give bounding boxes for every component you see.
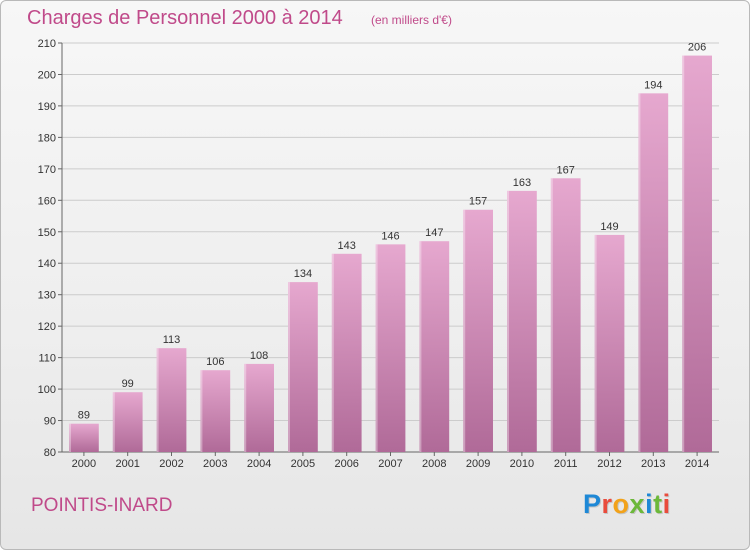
bar-highlight [463, 209, 466, 452]
y-tick-label: 190 [38, 101, 56, 113]
value-label: 113 [163, 334, 181, 346]
x-tick-label: 2011 [554, 458, 578, 470]
x-tick-label: 2010 [510, 458, 534, 470]
bar-2013 [638, 93, 669, 452]
value-label: 134 [294, 268, 312, 280]
bar-2014 [682, 55, 712, 452]
y-tick-label: 130 [38, 290, 56, 302]
commune-name: POINTIS-INARD [31, 495, 173, 516]
value-label: 149 [600, 221, 618, 233]
bar-highlight [112, 392, 115, 452]
x-tick-label: 2006 [334, 458, 358, 470]
bar-2009 [463, 209, 493, 452]
bar-2007 [375, 244, 406, 452]
value-label: 89 [78, 410, 90, 422]
y-tick-label: 200 [38, 69, 56, 81]
x-tick-label: 2001 [115, 458, 139, 470]
bars [69, 55, 712, 453]
proxiti-logo[interactable]: Proxiti [583, 489, 671, 520]
bar-2000 [69, 423, 99, 452]
logo-letter: P [583, 489, 602, 519]
value-label: 167 [557, 164, 575, 176]
x-tick-label: 2009 [466, 458, 490, 470]
x-tick-label: 2003 [203, 458, 227, 470]
value-label: 163 [513, 177, 531, 189]
x-tick-label: 2014 [685, 458, 709, 470]
bar-2006 [331, 253, 362, 452]
x-tick-label: 2005 [291, 458, 315, 470]
x-tick-label: 2002 [159, 458, 183, 470]
bar-2005 [288, 282, 318, 452]
y-tick-label: 140 [38, 258, 56, 270]
y-tick-label: 100 [38, 384, 56, 396]
bar-highlight [331, 253, 334, 452]
bar-2011 [550, 178, 581, 453]
x-tick-label: 2013 [641, 458, 665, 470]
chart-subtitle: (en milliers d'€) [371, 13, 452, 27]
bar-2004 [244, 363, 274, 452]
bar-highlight [375, 244, 378, 452]
bar-2010 [507, 190, 537, 452]
x-tick-label: 2000 [72, 458, 96, 470]
value-label: 143 [338, 240, 356, 252]
bar-2001 [112, 392, 143, 452]
value-label: 106 [206, 356, 224, 368]
logo-letter: o [612, 489, 630, 519]
y-tick-label: 90 [44, 416, 56, 428]
bar-highlight [550, 178, 553, 453]
x-tick-label: 2007 [378, 458, 402, 470]
x-tick-label: 2008 [422, 458, 446, 470]
bar-highlight [419, 241, 422, 452]
bar-2012 [594, 234, 625, 452]
y-tick-label: 210 [38, 38, 56, 50]
y-tick-label: 80 [44, 447, 56, 459]
y-tick-label: 120 [38, 321, 56, 333]
chart-title: Charges de Personnel 2000 à 2014 [27, 7, 343, 29]
bar-highlight [638, 93, 641, 452]
logo-letter: r [601, 489, 613, 519]
value-label: 206 [688, 42, 706, 54]
bar-2002 [156, 348, 187, 452]
value-label: 147 [425, 227, 443, 239]
labels: 8090100110120130140150160170180190200210… [38, 38, 710, 470]
bar-highlight [200, 370, 203, 452]
y-tick-label: 160 [38, 195, 56, 207]
bar-2008 [419, 241, 450, 452]
y-tick-label: 110 [38, 353, 56, 365]
y-tick-label: 170 [38, 164, 56, 176]
x-tick-label: 2004 [247, 458, 271, 470]
value-label: 146 [381, 230, 399, 242]
logo-letter: t [653, 489, 663, 519]
value-label: 194 [644, 79, 662, 91]
bar-highlight [288, 282, 291, 452]
bar-2003 [200, 370, 231, 452]
bar-highlight [244, 363, 247, 452]
value-label: 99 [122, 378, 134, 390]
y-tick-label: 180 [38, 132, 56, 144]
logo-letter: i [645, 489, 654, 519]
y-tick-label: 150 [38, 227, 56, 239]
logo-letter: x [629, 489, 646, 519]
value-label: 157 [469, 196, 487, 208]
logo-letter: i [662, 489, 671, 519]
bar-highlight [682, 55, 685, 452]
x-tick-label: 2012 [597, 458, 621, 470]
bar-highlight [156, 348, 159, 452]
bar-highlight [594, 234, 597, 452]
bar-highlight [507, 190, 510, 452]
bar-highlight [69, 423, 72, 452]
value-label: 108 [250, 350, 268, 362]
